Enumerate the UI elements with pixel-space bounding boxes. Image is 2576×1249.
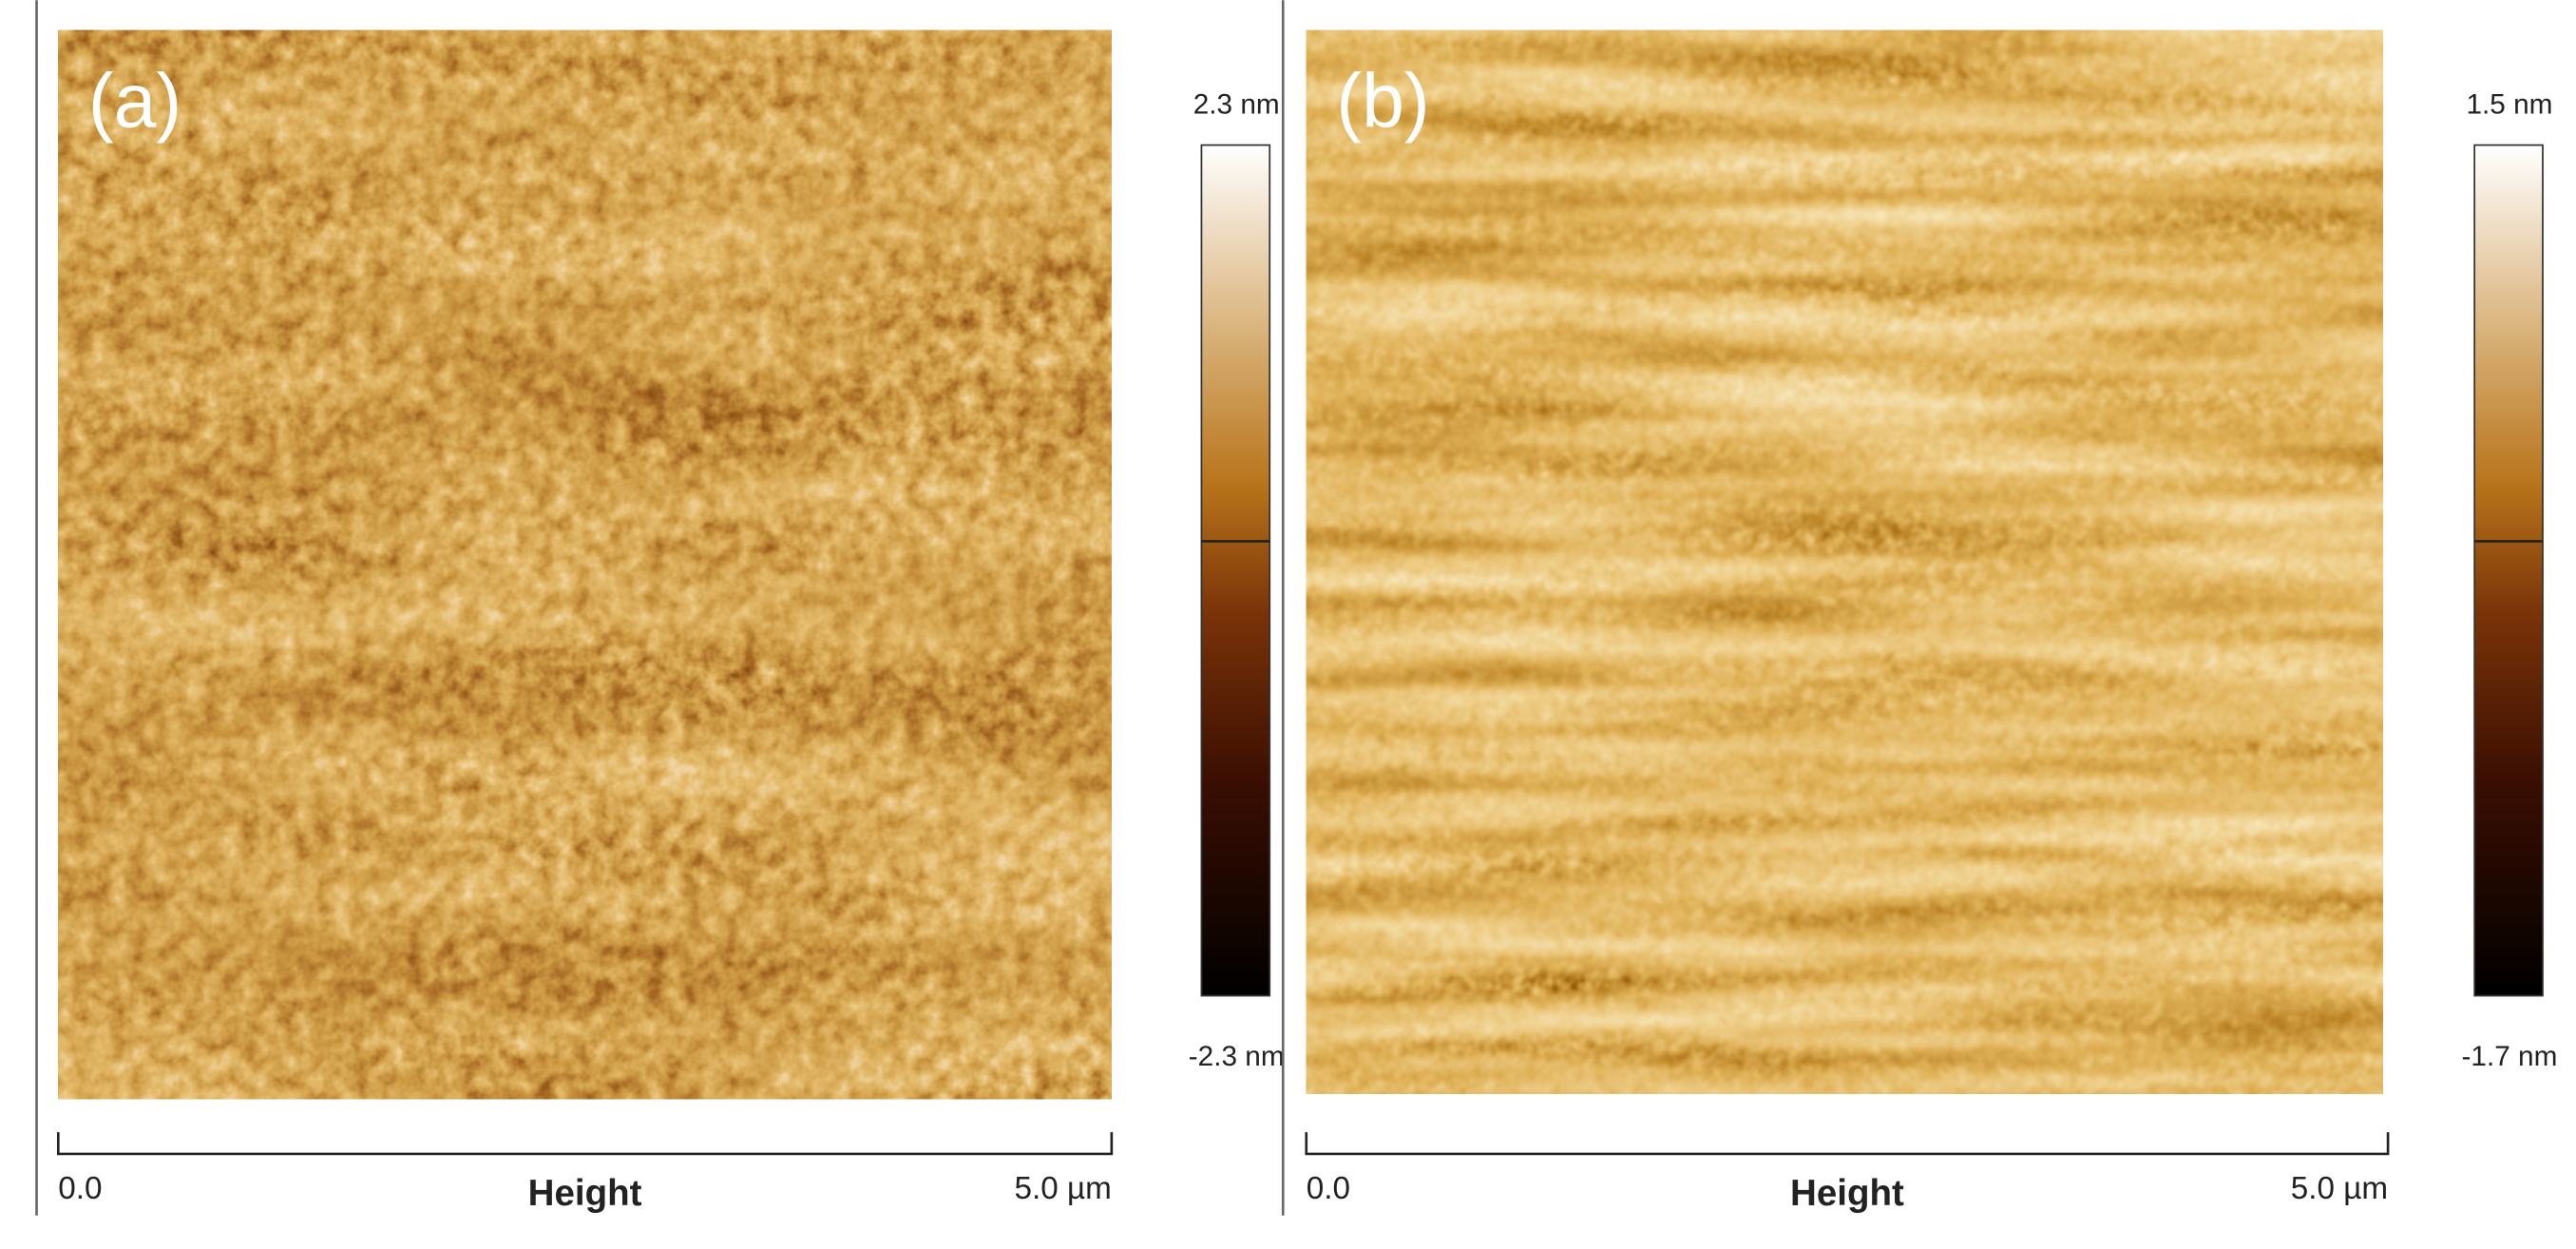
scale-end: 5.0 µm bbox=[2291, 1171, 2388, 1206]
colorbar-min: -1.7 nm bbox=[2461, 1041, 2557, 1072]
scale-bar bbox=[1305, 1132, 2390, 1156]
scale-title: Height bbox=[528, 1173, 642, 1214]
panel-label: (b) bbox=[1336, 58, 1429, 144]
scale-start: 0.0 bbox=[1307, 1171, 1350, 1206]
colorbar bbox=[1200, 144, 1271, 997]
colorbar bbox=[2473, 144, 2544, 997]
scale-start: 0.0 bbox=[58, 1171, 102, 1206]
colorbar-max: 1.5 nm bbox=[2466, 88, 2552, 120]
scale-bar bbox=[56, 1132, 1114, 1156]
colorbar-min: -2.3 nm bbox=[1189, 1041, 1285, 1072]
colorbar-max: 2.3 nm bbox=[1193, 88, 1280, 120]
panel-label: (a) bbox=[88, 58, 181, 144]
afm-image bbox=[58, 29, 1112, 1100]
scale-end: 5.0 µm bbox=[1014, 1171, 1111, 1206]
afm-image bbox=[1306, 29, 2383, 1094]
panels: (a) 2.3 nm -2.3 nm 0.0 Height 5.0 µm (b) 1.5 nm… bbox=[35, 0, 2557, 1216]
scale-title: Height bbox=[1790, 1173, 1904, 1214]
